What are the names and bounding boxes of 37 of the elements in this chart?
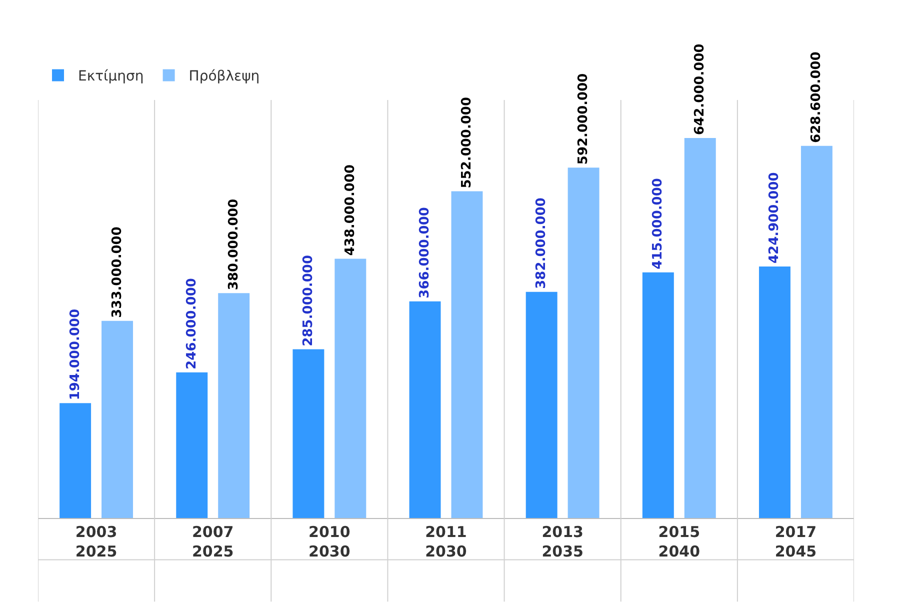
data-label: 438.000.000 bbox=[342, 164, 358, 256]
bar bbox=[800, 146, 832, 518]
bar bbox=[218, 293, 250, 518]
bar bbox=[758, 266, 790, 518]
data-label: 380.000.000 bbox=[226, 198, 242, 290]
x-tick-label: 2017 2045 bbox=[774, 523, 817, 560]
data-label: 592.000.000 bbox=[576, 73, 592, 165]
x-tick-label: 2011 2030 bbox=[425, 523, 467, 560]
bar bbox=[102, 320, 134, 518]
data-label: 415.000.000 bbox=[650, 178, 666, 270]
bar bbox=[526, 292, 558, 518]
x-tick-label: 2010 2030 bbox=[308, 523, 350, 560]
data-label: 424.900.000 bbox=[767, 172, 782, 264]
bar bbox=[60, 403, 92, 518]
legend-label: Εκτίμηση bbox=[78, 68, 144, 85]
data-label: 246.000.000 bbox=[184, 278, 200, 370]
data-label: 194.000.000 bbox=[68, 308, 83, 400]
bar bbox=[292, 349, 324, 518]
bar bbox=[334, 258, 366, 518]
bar bbox=[409, 301, 441, 518]
data-label: 552.000.000 bbox=[459, 96, 474, 188]
x-tick-label: 2007 2025 bbox=[192, 523, 234, 560]
data-label: 628.600.000 bbox=[809, 52, 824, 143]
data-label: 642.000.000 bbox=[692, 44, 708, 135]
x-tick-label: 2015 2040 bbox=[658, 523, 700, 560]
bar bbox=[568, 168, 600, 518]
bar bbox=[176, 372, 208, 518]
data-label: 285.000.000 bbox=[300, 255, 316, 346]
data-label: 382.000.000 bbox=[534, 198, 550, 289]
x-tick-label: 2013 2035 bbox=[542, 523, 584, 560]
legend-label: Πρόβλεψη bbox=[188, 68, 260, 85]
data-label: 366.000.000 bbox=[418, 207, 433, 298]
data-label: 333.000.000 bbox=[110, 226, 125, 318]
x-tick-label: 2003 2025 bbox=[75, 523, 118, 560]
bar bbox=[451, 191, 483, 518]
bar bbox=[684, 138, 716, 518]
bar bbox=[642, 272, 674, 518]
